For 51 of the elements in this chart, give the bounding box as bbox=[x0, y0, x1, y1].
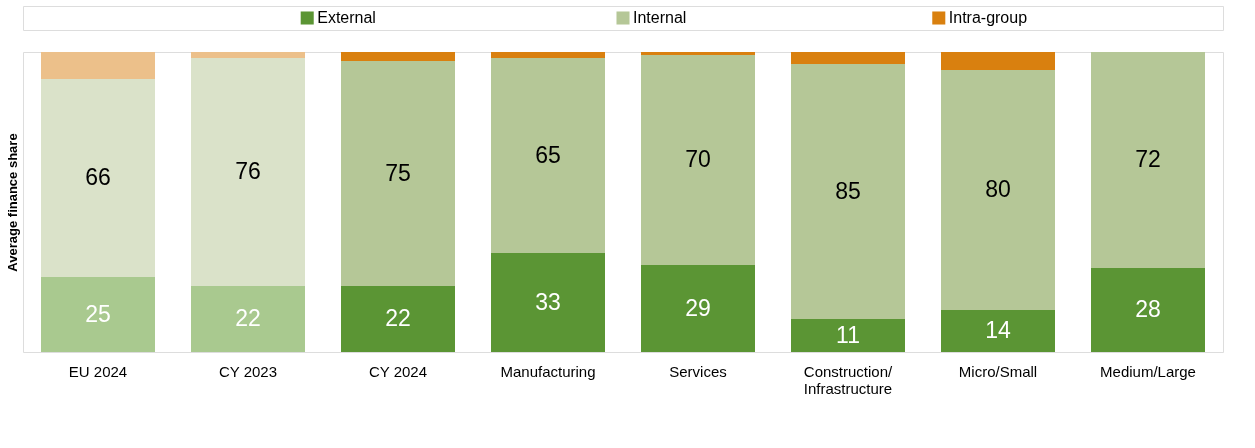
x-tick-label: CY 2024 bbox=[368, 362, 428, 380]
data-label: 29 bbox=[685, 294, 711, 321]
bar bbox=[341, 61, 455, 286]
x-tick-label: Medium/Large bbox=[1100, 362, 1196, 380]
bar bbox=[491, 52, 605, 58]
legend-label: External bbox=[317, 9, 376, 26]
x-tick-label: EU 2024 bbox=[68, 362, 128, 380]
bar bbox=[341, 286, 455, 352]
bar bbox=[641, 55, 755, 265]
bar bbox=[191, 286, 305, 352]
bar bbox=[491, 58, 605, 253]
bar bbox=[941, 310, 1055, 352]
bar bbox=[191, 58, 305, 286]
bar bbox=[791, 52, 905, 64]
data-label: 85 bbox=[835, 177, 861, 204]
data-label: 25 bbox=[85, 300, 111, 327]
data-label: 65 bbox=[535, 141, 561, 168]
data-label: 14 bbox=[985, 317, 1011, 343]
data-label: 80 bbox=[985, 176, 1011, 202]
data-label: 75 bbox=[385, 159, 411, 186]
bar bbox=[941, 52, 1055, 70]
data-label: 11 bbox=[836, 321, 860, 348]
y-axis-title: Average finance share bbox=[4, 133, 20, 272]
data-label: 72 bbox=[1135, 146, 1161, 172]
bar bbox=[41, 277, 155, 352]
bar bbox=[41, 52, 155, 79]
x-tick-label: Manufacturing bbox=[500, 362, 596, 380]
x-tick-label: CY 2023 bbox=[218, 362, 278, 380]
bar bbox=[1091, 268, 1205, 352]
bar bbox=[941, 70, 1055, 310]
bar bbox=[791, 64, 905, 319]
data-label: 76 bbox=[235, 158, 261, 184]
data-label: 22 bbox=[385, 305, 411, 331]
bar bbox=[341, 52, 455, 61]
bar bbox=[641, 265, 755, 352]
bar bbox=[791, 319, 905, 352]
x-tick-label: Micro/Small bbox=[958, 362, 1038, 380]
x-tick-label: Services bbox=[669, 362, 727, 380]
bar bbox=[191, 52, 305, 58]
bar bbox=[1091, 52, 1205, 268]
data-label: 33 bbox=[535, 288, 561, 315]
data-label: 70 bbox=[685, 146, 711, 172]
bar bbox=[491, 253, 605, 352]
bar bbox=[41, 79, 155, 277]
bar bbox=[641, 52, 755, 55]
x-tick-label: Construction/ Infrastructure bbox=[803, 362, 894, 397]
data-label: 28 bbox=[1135, 296, 1161, 322]
legend-label: Internal bbox=[633, 9, 687, 26]
legend-label: Intra-group bbox=[948, 9, 1028, 26]
data-label: 22 bbox=[235, 305, 261, 331]
data-label: 66 bbox=[85, 164, 111, 190]
